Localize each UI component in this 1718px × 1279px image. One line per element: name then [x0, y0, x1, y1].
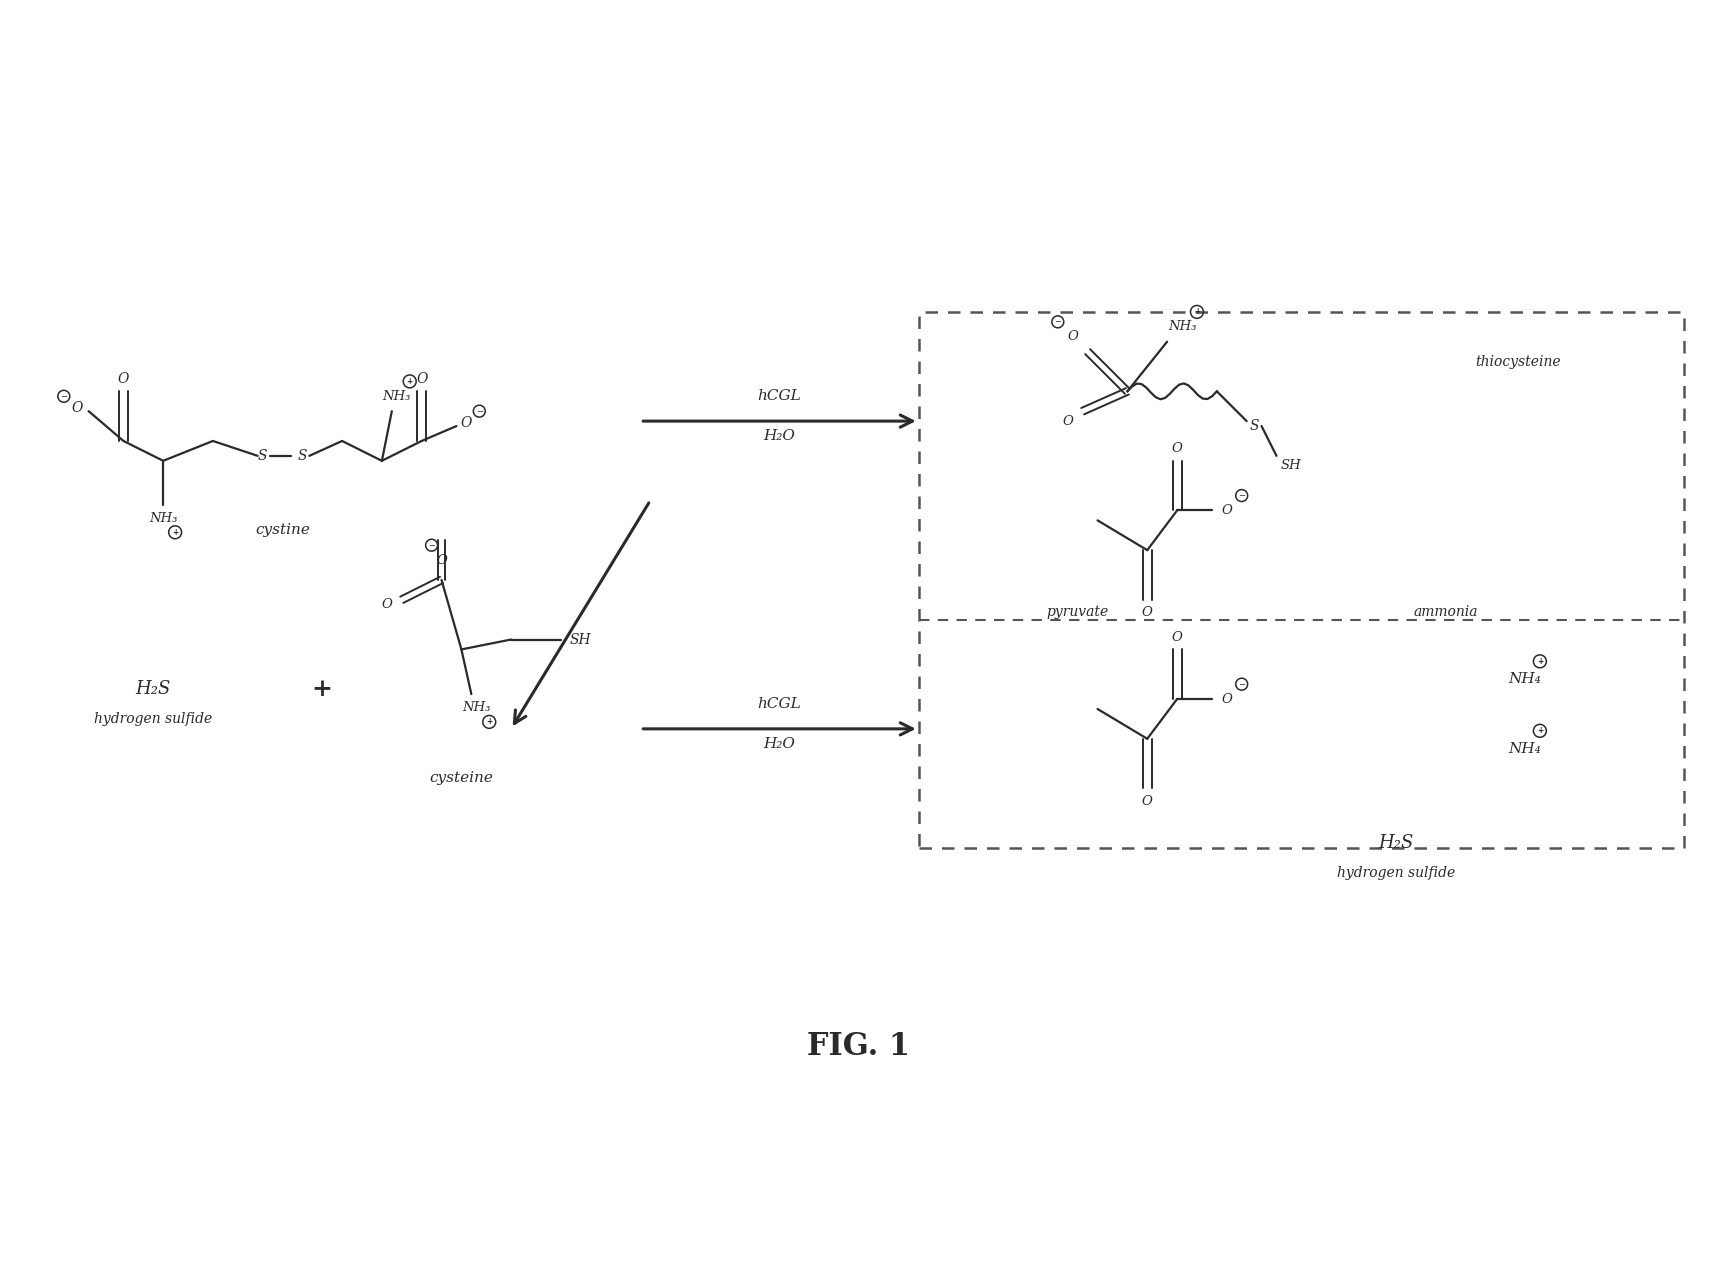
Text: S: S: [258, 449, 268, 463]
Text: +: +: [1538, 657, 1543, 666]
Text: hydrogen sulfide: hydrogen sulfide: [1337, 866, 1455, 880]
Text: NH₃: NH₃: [149, 512, 177, 524]
Text: pyruvate: pyruvate: [1046, 605, 1108, 619]
Text: SH: SH: [570, 633, 591, 646]
Text: O: O: [381, 599, 392, 611]
Text: S: S: [1251, 420, 1259, 434]
Text: −: −: [1239, 679, 1246, 688]
Text: O: O: [416, 372, 428, 386]
Text: −: −: [1055, 317, 1062, 326]
Text: thiocysteine: thiocysteine: [1476, 354, 1562, 368]
Text: O: O: [1221, 504, 1232, 517]
Text: hCGL: hCGL: [758, 697, 801, 711]
Text: SH: SH: [1282, 459, 1302, 472]
Text: −: −: [476, 407, 483, 416]
Text: hydrogen sulfide: hydrogen sulfide: [94, 712, 213, 726]
Text: NH₄: NH₄: [1508, 742, 1541, 756]
Text: O: O: [1172, 631, 1182, 645]
Text: H₂O: H₂O: [763, 737, 795, 751]
Text: NH₄: NH₄: [1508, 673, 1541, 687]
Text: +: +: [1538, 726, 1543, 735]
Text: +: +: [407, 377, 412, 386]
Text: O: O: [1172, 443, 1182, 455]
Text: −: −: [60, 391, 67, 400]
Text: NH₃: NH₃: [383, 390, 411, 403]
Text: ammonia: ammonia: [1414, 605, 1477, 619]
Text: H₂S: H₂S: [1378, 834, 1414, 852]
Text: H₂O: H₂O: [763, 428, 795, 443]
Text: O: O: [1142, 794, 1153, 808]
Text: +: +: [486, 718, 493, 726]
Text: NH₃: NH₃: [1168, 320, 1196, 334]
Text: +: +: [172, 528, 179, 537]
Text: S: S: [297, 449, 308, 463]
Text: O: O: [460, 416, 472, 430]
Text: hCGL: hCGL: [758, 389, 801, 403]
Text: cystine: cystine: [254, 523, 309, 537]
Text: −: −: [428, 541, 435, 550]
Text: FIG. 1: FIG. 1: [807, 1031, 911, 1062]
Text: +: +: [1194, 307, 1201, 316]
Text: O: O: [1062, 414, 1074, 427]
Text: O: O: [1067, 330, 1079, 343]
Text: cysteine: cysteine: [430, 771, 493, 785]
Text: −: −: [1239, 491, 1246, 500]
Text: O: O: [1221, 692, 1232, 706]
Text: O: O: [119, 372, 129, 386]
Text: O: O: [1142, 606, 1153, 619]
Text: O: O: [70, 402, 82, 416]
Text: NH₃: NH₃: [462, 701, 491, 714]
Text: O: O: [436, 554, 447, 567]
Text: +: +: [311, 677, 333, 701]
FancyBboxPatch shape: [919, 312, 1684, 848]
Text: H₂S: H₂S: [136, 680, 172, 698]
